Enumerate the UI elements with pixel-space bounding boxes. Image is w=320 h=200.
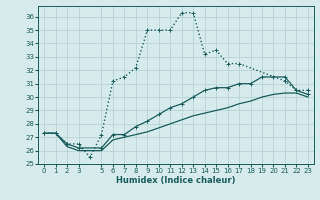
X-axis label: Humidex (Indice chaleur): Humidex (Indice chaleur) — [116, 176, 236, 185]
